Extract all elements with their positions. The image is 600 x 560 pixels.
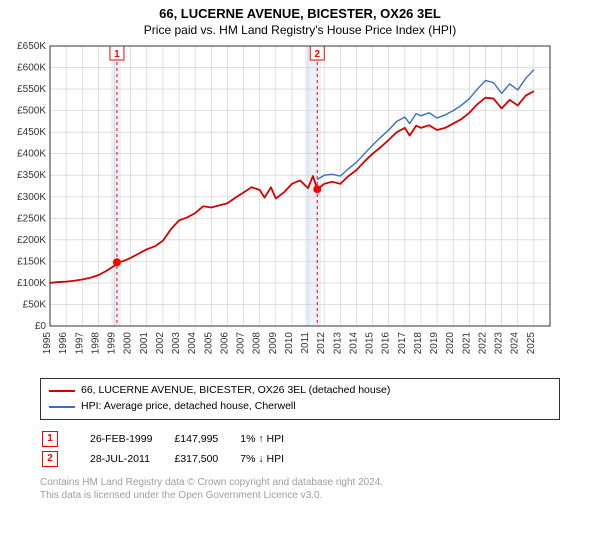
svg-text:£350K: £350K [17,170,46,181]
marker-diff: 1% ↑ HPI [240,430,304,448]
marker-date: 28-JUL-2011 [90,450,172,468]
svg-text:2013: 2013 [332,332,343,355]
svg-text:2014: 2014 [348,332,359,355]
svg-text:1997: 1997 [74,332,85,355]
svg-text:2004: 2004 [187,332,198,355]
legend: 66, LUCERNE AVENUE, BICESTER, OX26 3EL (… [40,378,560,420]
svg-text:1999: 1999 [107,332,118,355]
svg-text:2007: 2007 [236,332,247,355]
marker-badge: 2 [42,451,58,467]
svg-text:£600K: £600K [17,63,46,74]
svg-text:£150K: £150K [17,256,46,267]
legend-label: 66, LUCERNE AVENUE, BICESTER, OX26 3EL (… [81,383,390,399]
license-text: Contains HM Land Registry data © Crown c… [40,476,560,502]
legend-swatch [49,406,75,408]
svg-text:£50K: £50K [23,299,47,310]
svg-text:1995: 1995 [42,332,53,355]
chart-subtitle: Price paid vs. HM Land Registry's House … [0,21,600,41]
svg-text:1996: 1996 [58,332,69,355]
svg-text:2023: 2023 [494,332,505,355]
svg-text:2003: 2003 [171,332,182,355]
svg-text:1: 1 [114,49,120,60]
svg-text:£450K: £450K [17,127,46,138]
svg-text:2006: 2006 [219,332,230,355]
svg-text:2009: 2009 [268,332,279,355]
chart-title: 66, LUCERNE AVENUE, BICESTER, OX26 3EL [0,0,600,21]
legend-row: 66, LUCERNE AVENUE, BICESTER, OX26 3EL (… [49,383,551,399]
svg-text:2017: 2017 [397,332,408,355]
svg-text:2002: 2002 [155,332,166,355]
svg-text:£500K: £500K [17,106,46,117]
svg-text:£250K: £250K [17,213,46,224]
svg-text:2010: 2010 [284,332,295,355]
svg-text:£200K: £200K [17,235,46,246]
svg-text:2018: 2018 [413,332,424,355]
svg-text:2005: 2005 [203,332,214,355]
legend-row: HPI: Average price, detached house, Cher… [49,399,551,415]
svg-text:1998: 1998 [90,332,101,355]
svg-text:2024: 2024 [510,332,521,355]
svg-text:£0: £0 [35,321,47,332]
legend-label: HPI: Average price, detached house, Cher… [81,399,296,415]
svg-text:£400K: £400K [17,149,46,160]
marker-date: 26-FEB-1999 [90,430,172,448]
marker-row: 1 26-FEB-1999£147,9951% ↑ HPI [42,430,304,448]
marker-table: 1 26-FEB-1999£147,9951% ↑ HPI 2 28-JUL-2011… [40,428,306,470]
svg-text:£100K: £100K [17,278,46,289]
svg-text:2021: 2021 [461,332,472,355]
marker-diff: 7% ↓ HPI [240,450,304,468]
svg-text:2001: 2001 [139,332,150,355]
svg-text:2011: 2011 [300,332,311,354]
svg-text:2025: 2025 [526,332,537,355]
legend-swatch [49,390,75,392]
svg-text:£550K: £550K [17,84,46,95]
svg-text:2008: 2008 [252,332,263,355]
svg-text:2016: 2016 [381,332,392,355]
svg-text:2019: 2019 [429,332,440,355]
marker-row: 2 28-JUL-2011£317,5007% ↓ HPI [42,450,304,468]
line-chart: £0 £50K £100K £150K £200K £250K £300K £350K £400… [0,41,560,376]
marker-price: £317,500 [174,450,238,468]
svg-text:2012: 2012 [316,332,327,355]
svg-text:2: 2 [314,49,320,60]
marker-badge: 1 [42,431,58,447]
svg-text:2020: 2020 [445,332,456,355]
svg-text:2022: 2022 [477,332,488,355]
svg-text:£300K: £300K [17,192,46,203]
marker-price: £147,995 [174,430,238,448]
svg-text:£650K: £650K [17,41,46,52]
svg-text:2015: 2015 [365,332,376,355]
svg-text:2000: 2000 [123,332,134,355]
